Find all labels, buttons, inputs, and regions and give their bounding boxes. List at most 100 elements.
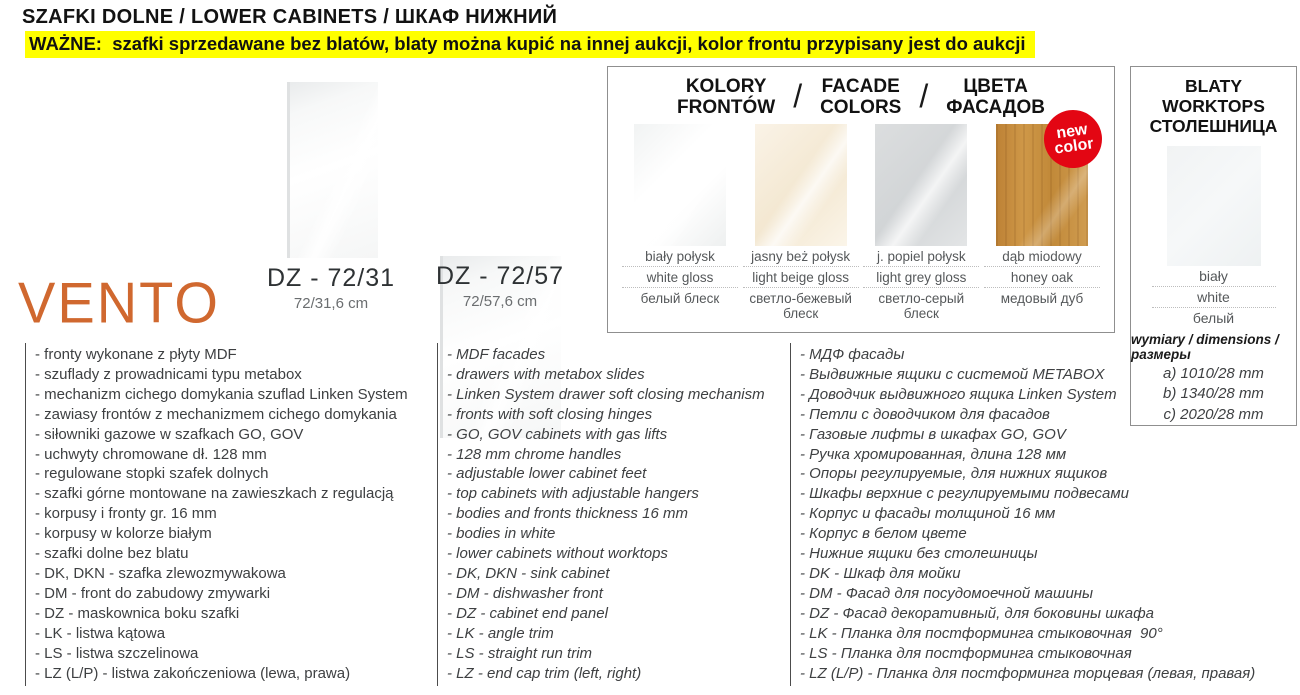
facade-color-column-white-gloss: biały połysk white gloss белый блеск [622,124,738,323]
product-code: DZ - 72/31 [266,264,396,292]
product-size: 72/31,6 cm [293,295,369,312]
worktop-color-label-en: white [1151,287,1276,308]
spec-item-ru: - LS - Планка для постформинга стыковочн… [800,644,1132,662]
spec-item-pl: - DZ - maskownica boku szafki [35,604,240,622]
product-label: DZ - 72/31 72/31,6 cm [251,264,411,312]
spec-item-en: - bodies and fronts thickness 16 mm [447,505,688,523]
spec-item-pl: - uchwyty chromowane dł. 128 mm [35,445,267,463]
product-size: 72/57,6 cm [462,293,538,310]
swatch-label-ru: светло-серый блеск [878,291,965,321]
spec-item-pl: - LS - listwa szczelinowa [35,644,199,662]
spec-item-pl: - LZ (L/P) - listwa zakończeniowa (lewa,… [35,664,351,682]
color-swatch-light-beige-gloss [754,124,847,246]
spec-item-ru: - Ручка хромированная, длина 128 мм [800,445,1067,463]
spec-item-en: - lower cabinets without worktops [447,545,668,563]
new-color-badge-line2: color [1053,135,1095,158]
dimensions-list: a) 1010/28 mm b) 1340/28 mm c) 2020/28 mm [1163,364,1264,426]
spec-item-ru: - Корпус в белом цвете [800,525,967,543]
spec-item-pl: - szuflady z prowadnicami typu metabox [35,365,302,383]
worktop-color-label-ru: белый [1192,309,1235,326]
spec-item-ru: - Петли с доводчиком для фасадов [800,405,1050,423]
swatch-label-en: white gloss [622,267,738,288]
worktops-title-en: WORKTOPS [1162,96,1265,116]
spec-item-pl: - szafki górne montowane na zawieszkach … [35,485,394,503]
facade-colors-heading-ru: ЦВЕТА ФАСАДОВ [946,76,1045,118]
spec-item-en: - fronts with soft closing hinges [447,405,653,423]
spec-item-pl: - LK - listwa kątowa [35,624,166,642]
spec-item-en: - adjustable lower cabinet feet [447,465,647,483]
worktops-box: BLATY WORKTOPS СТОЛЕШНИЦА biały white бе… [1130,66,1297,426]
spec-item-en: - LS - straight run trim [447,644,593,662]
cabinet-front-panel-dz-72-31 [287,82,378,258]
facade-colors-heading-pl: KOLORY FRONTÓW [677,76,776,118]
swatch-label-ru: белый блеск [640,291,720,306]
important-notice: WAŻNE: szafki sprzedawane bez blatów, bl… [25,31,1036,58]
product-label: DZ - 72/57 72/57,6 cm [420,262,580,310]
spec-item-pl: - regulowane stopki szafek dolnych [35,465,269,483]
brand-logo: VENTO [18,270,220,335]
spec-item-ru: - LK - Планка для постформинга стыковочн… [800,624,1163,642]
spec-item-ru: - Доводчик выдвижного ящика Linken Syste… [800,385,1117,403]
swatch-label-ru: медовый дуб [1000,291,1084,306]
spec-item-ru: - Нижние ящики без столешницы [800,545,1038,563]
color-swatch-white-gloss [634,124,726,246]
spec-item-en: - bodies in white [447,525,556,543]
spec-item-en: - Linken System drawer soft closing mech… [447,385,765,403]
swatch-label-pl: jasny beż połysk [742,246,859,267]
spec-item-en: - LK - angle trim [447,624,554,642]
swatch-label-pl: biały połysk [622,246,738,267]
spec-item-ru: - DZ - Фасад декоративный, для боковины … [800,604,1154,622]
facade-color-swatches-row: biały połysk white gloss белый блеск jas… [608,124,1114,323]
spec-item-pl: - zawiasy frontów z mechanizmem cichego … [35,405,397,423]
dimension-item: c) 2020/28 mm [1163,405,1264,423]
dimensions-label: wymiary / dimensions / размеры [1131,331,1279,362]
spec-item-ru: - DM - Фасад для посудомоечной машины [800,584,1094,602]
spec-item-en: - GO, GOV cabinets with gas lifts [447,425,668,443]
spec-item-en: - DZ - cabinet end panel [447,604,608,622]
dimension-item: b) 1340/28 mm [1163,385,1264,402]
facade-colors-heading-en: FACADE COLORS [820,76,902,118]
facade-colors-heading: KOLORY FRONTÓW / FACADE COLORS / ЦВЕТА Ф… [608,76,1114,118]
spec-item-pl: - szafki dolne bez blatu [35,545,189,563]
spec-item-pl: - korpusy w kolorze białym [35,525,212,543]
slash-separator: / [793,77,803,114]
worktop-color-label-pl: biały [1151,266,1276,287]
spec-item-en: - 128 mm chrome handles [447,445,622,463]
spec-item-ru: - Газовые лифты в шкафах GO, GOV [800,425,1066,443]
swatch-label-pl: dąb miodowy [983,246,1100,267]
swatch-label-pl: j. popiel połysk [863,246,980,267]
spec-item-ru: - Корпус и фасады толщиной 16 мм [800,505,1056,523]
facade-color-column-light-grey-gloss: j. popiel połysk light grey gloss светло… [863,124,980,323]
spec-item-pl: - korpusy i fronty gr. 16 mm [35,505,217,523]
spec-item-ru: - Выдвижные ящики с системой METABOX [800,365,1105,383]
swatch-label-ru: светло-бежевый блеск [749,291,852,321]
worktop-swatch-white [1166,146,1261,266]
swatch-label-en: honey oak [983,267,1100,288]
spec-item-ru: - Опоры регулируемые, для нижних ящиков [800,465,1108,483]
spec-item-en: - MDF facades [447,346,546,363]
spec-item-en: - drawers with metabox slides [447,365,645,383]
spec-item-ru: - Шкафы верхние с регулируемыми подвесам… [800,485,1129,503]
product-code: DZ - 72/57 [435,262,565,290]
facade-colors-box: KOLORY FRONTÓW / FACADE COLORS / ЦВЕТА Ф… [607,66,1115,333]
spec-item-pl: - DM - front do zabudowy zmywarki [35,584,271,602]
spec-item-ru: - DK - Шкаф для мойки [800,564,961,582]
dimension-item: a) 1010/28 mm [1163,364,1264,382]
swatch-label-en: light beige gloss [742,267,859,288]
spec-column-ru: - МДФ фасады - Выдвижные ящики с системой… [790,343,1295,686]
worktops-title: BLATY WORKTOPS СТОЛЕШНИЦА [1150,76,1278,136]
spec-item-pl: - DK, DKN - szafka zlewozmywakowa [35,564,286,582]
facade-color-column-light-beige-gloss: jasny beż połysk light beige gloss светл… [742,124,859,323]
spec-column-en: - MDF facades - drawers with metabox slid… [437,343,787,686]
cabinet-front-panel-dz-72-57 [440,256,561,438]
page-title: SZAFKI DOLNE / LOWER CABINETS / ШКАФ НИЖ… [22,6,558,28]
color-swatch-light-grey-gloss [875,124,968,246]
worktops-title-pl: BLATY [1184,76,1243,96]
spec-item-en: - top cabinets with adjustable hangers [447,485,699,503]
spec-item-ru: - МДФ фасады [800,346,905,363]
spec-column-pl: - fronty wykonane z płyty MDF - szuflady … [25,343,435,686]
swatch-label-en: light grey gloss [863,267,980,288]
spec-item-pl: - mechanizm cichego domykania szuflad Li… [35,385,408,403]
spec-item-en: - LZ - end cap trim (left, right) [447,664,642,682]
spec-item-ru: - LZ (L/P) - Планка для постформинга тор… [800,664,1256,682]
